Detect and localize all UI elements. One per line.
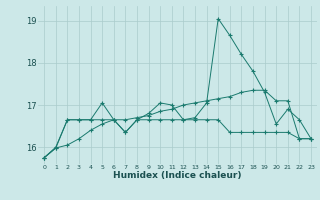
X-axis label: Humidex (Indice chaleur): Humidex (Indice chaleur) xyxy=(113,171,242,180)
